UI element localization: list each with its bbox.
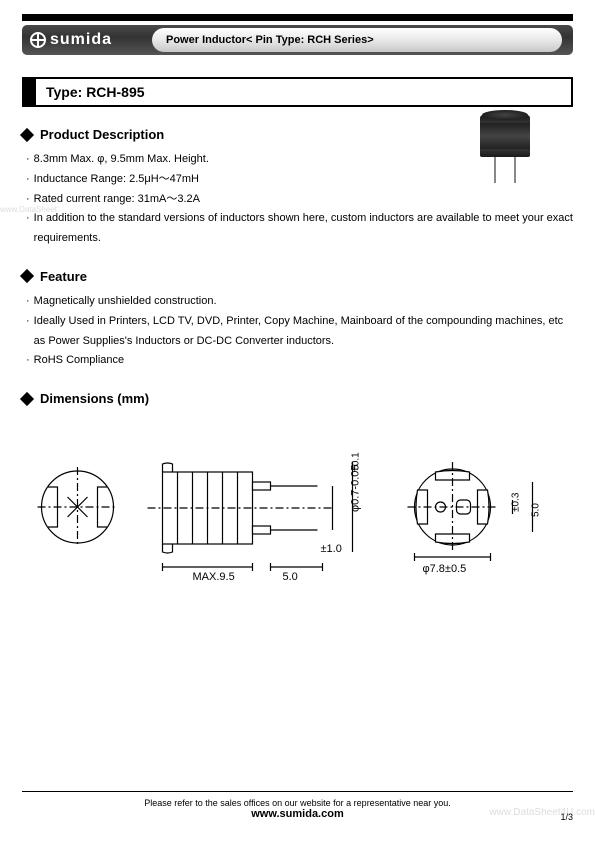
watermark: www.DataSheet [0,205,57,214]
dim-label: ±1.0 [321,543,342,555]
inductor-body [480,115,530,157]
dimensions-drawing: MAX.9.5 5.0 ±1.0 φ0.7-0.05 +0.1 [22,422,573,602]
product-image [475,115,535,185]
bullet-item: ·Magnetically unshielded construction. [26,292,573,312]
dim-label: 5.0 [531,503,542,517]
inductor-pin [514,157,516,183]
diamond-icon [20,392,34,406]
section-title: Feature [22,269,573,284]
section-title-text: Feature [40,269,87,284]
brand-name: sumida [50,31,112,49]
footer-divider [22,791,573,792]
footer: Please refer to the sales offices on our… [22,791,573,820]
section-dimensions: Dimensions (mm) [22,391,573,602]
dim-label: ±0.3 [511,492,522,512]
diamond-icon [20,269,34,283]
dimensions-svg: MAX.9.5 5.0 ±1.0 φ0.7-0.05 +0.1 [22,422,573,602]
page: sumida Power Inductor< Pin Type: RCH Ser… [0,0,595,842]
header-title-pill: Power Inductor< Pin Type: RCH Series> [152,28,562,52]
bullet-item: ·In addition to the standard versions of… [26,209,573,249]
inductor-pin [494,157,496,183]
type-label: Type: RCH-895 [46,84,145,100]
section-title: Dimensions (mm) [22,391,573,406]
header-title: Power Inductor< Pin Type: RCH Series> [166,34,374,46]
type-box: Type: RCH-895 [22,77,573,107]
section-feature: Feature ·Magnetically unshielded constru… [22,269,573,371]
footer-url: www.sumida.com [22,808,573,820]
bullet-item: ·Rated current range: 31mA～3.2A [26,190,573,210]
dim-label: 5.0 [283,571,298,583]
brand-logo: sumida [22,31,112,49]
dim-label: +0.1 [351,452,362,472]
page-number: 1/3 [560,812,573,822]
diamond-icon [20,127,34,141]
header-bar: sumida Power Inductor< Pin Type: RCH Ser… [22,25,573,55]
inductor-top [482,110,528,120]
section-title-text: Product Description [40,127,164,142]
top-border [22,14,573,21]
dim-label: φ7.8±0.5 [423,563,467,575]
section-title-text: Dimensions (mm) [40,391,149,406]
type-tab [22,77,36,107]
logo-icon [30,32,46,48]
footer-note: Please refer to the sales offices on our… [22,798,573,808]
dim-label: MAX.9.5 [193,571,235,583]
bullet-item: ·Ideally Used in Printers, LCD TV, DVD, … [26,312,573,352]
bullet-item: ·RoHS Compliance [26,351,573,371]
